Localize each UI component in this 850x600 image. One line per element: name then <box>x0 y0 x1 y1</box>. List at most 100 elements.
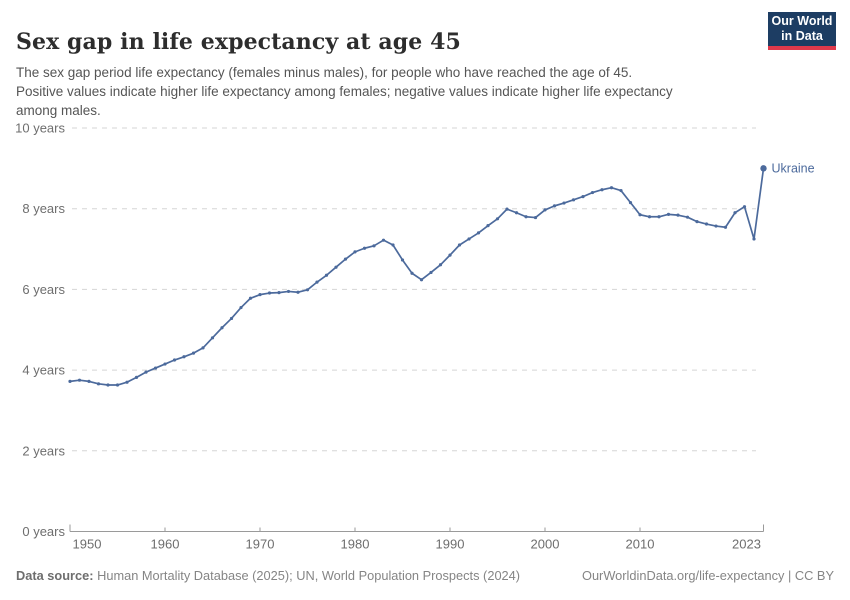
data-source-note: Data source: Human Mortality Database (2… <box>16 568 520 583</box>
data-point[interactable] <box>581 194 585 199</box>
data-point[interactable] <box>315 280 319 284</box>
owid-logo-line2: in Data <box>781 29 823 43</box>
data-point[interactable] <box>96 382 101 386</box>
data-point[interactable] <box>400 258 405 262</box>
data-point[interactable] <box>590 190 595 195</box>
y-tick-label: 6 years <box>22 282 65 297</box>
data-point[interactable] <box>182 355 186 359</box>
data-point[interactable] <box>381 238 386 242</box>
data-point[interactable] <box>600 188 604 192</box>
data-point[interactable] <box>695 220 699 224</box>
data-point[interactable] <box>505 207 509 211</box>
data-source-text: Human Mortality Database (2025); UN, Wor… <box>93 568 521 583</box>
data-point[interactable] <box>68 379 72 383</box>
data-point[interactable] <box>362 246 367 250</box>
data-point[interactable] <box>666 212 671 216</box>
owid-logo-line1: Our World <box>771 14 833 28</box>
y-tick-label: 10 years <box>15 121 65 136</box>
subtitle-line: among males. <box>16 103 101 118</box>
x-tick-label: 1970 <box>246 537 275 552</box>
data-point[interactable] <box>638 213 642 217</box>
data-point[interactable] <box>125 380 129 384</box>
data-point[interactable] <box>163 362 167 366</box>
data-point[interactable] <box>486 224 490 228</box>
y-tick-label: 8 years <box>22 201 65 216</box>
data-point[interactable] <box>201 346 205 350</box>
series-end-dot[interactable] <box>760 165 767 172</box>
data-point[interactable] <box>229 316 234 321</box>
data-point[interactable] <box>277 291 281 295</box>
subtitle-line: Positive values indicate higher life exp… <box>16 84 673 99</box>
data-point[interactable] <box>438 263 443 267</box>
data-point[interactable] <box>571 198 576 202</box>
data-point[interactable] <box>752 237 756 241</box>
data-point[interactable] <box>419 278 424 282</box>
data-point[interactable] <box>457 243 462 247</box>
data-point[interactable] <box>248 296 253 300</box>
data-point[interactable] <box>410 271 414 275</box>
data-point[interactable] <box>210 336 215 340</box>
data-point[interactable] <box>343 257 348 261</box>
x-tick-label: 1960 <box>151 537 180 552</box>
x-tick-label: 1990 <box>436 537 465 552</box>
data-point[interactable] <box>296 290 300 294</box>
data-point[interactable] <box>239 305 243 310</box>
data-point[interactable] <box>723 225 728 229</box>
data-point[interactable] <box>733 211 737 215</box>
data-point[interactable] <box>87 379 91 383</box>
x-tick-label: 1950 <box>73 537 102 552</box>
data-point[interactable] <box>628 201 633 205</box>
y-tick-label: 4 years <box>22 363 65 378</box>
series-end-label: Ukraine <box>772 161 815 175</box>
data-point[interactable] <box>448 253 452 257</box>
data-point[interactable] <box>742 205 747 209</box>
data-point[interactable] <box>134 375 139 379</box>
x-tick-label: 2010 <box>626 537 655 552</box>
data-point[interactable] <box>552 204 557 208</box>
owid-url-license: OurWorldinData.org/life-expectancy | CC … <box>581 568 834 583</box>
data-point[interactable] <box>533 215 538 220</box>
data-point[interactable] <box>704 222 709 226</box>
data-point[interactable] <box>144 370 148 374</box>
data-point[interactable] <box>106 383 110 387</box>
chart-footer: Data source: Human Mortality Database (2… <box>16 568 834 583</box>
data-point[interactable] <box>77 378 82 382</box>
data-point[interactable] <box>258 293 262 297</box>
data-point[interactable] <box>495 217 500 221</box>
y-tick-label: 0 years <box>22 524 65 539</box>
data-point[interactable] <box>524 215 528 219</box>
data-point[interactable] <box>543 208 547 212</box>
data-point[interactable] <box>714 224 718 228</box>
series-line[interactable] <box>69 167 765 386</box>
data-point[interactable] <box>647 215 652 219</box>
data-source-label: Data source: <box>16 568 94 583</box>
data-point[interactable] <box>115 383 120 387</box>
data-point[interactable] <box>619 188 623 193</box>
subtitle-line: The sex gap period life expectancy (fema… <box>16 65 633 80</box>
data-point[interactable] <box>467 237 471 241</box>
data-point[interactable] <box>372 244 376 248</box>
data-point[interactable] <box>172 358 177 362</box>
data-point[interactable] <box>353 250 357 254</box>
data-point[interactable] <box>676 213 680 217</box>
data-point[interactable] <box>324 273 329 277</box>
data-point[interactable] <box>153 366 158 370</box>
data-point[interactable] <box>334 265 338 269</box>
data-point[interactable] <box>191 351 196 355</box>
data-point[interactable] <box>220 326 224 330</box>
data-point[interactable] <box>391 243 395 247</box>
data-point[interactable] <box>476 231 481 235</box>
data-point[interactable] <box>286 289 291 294</box>
data-point[interactable] <box>429 270 433 275</box>
data-point[interactable] <box>562 201 566 205</box>
data-point[interactable] <box>685 215 690 219</box>
data-point[interactable] <box>267 291 272 295</box>
chart-subtitle: The sex gap period life expectancy (fema… <box>16 63 673 120</box>
data-point[interactable] <box>305 288 310 292</box>
data-point[interactable] <box>514 211 519 215</box>
data-point[interactable] <box>657 215 661 219</box>
page-title: Sex gap in life expectancy at age 45 <box>16 28 461 55</box>
data-point[interactable] <box>609 186 614 190</box>
